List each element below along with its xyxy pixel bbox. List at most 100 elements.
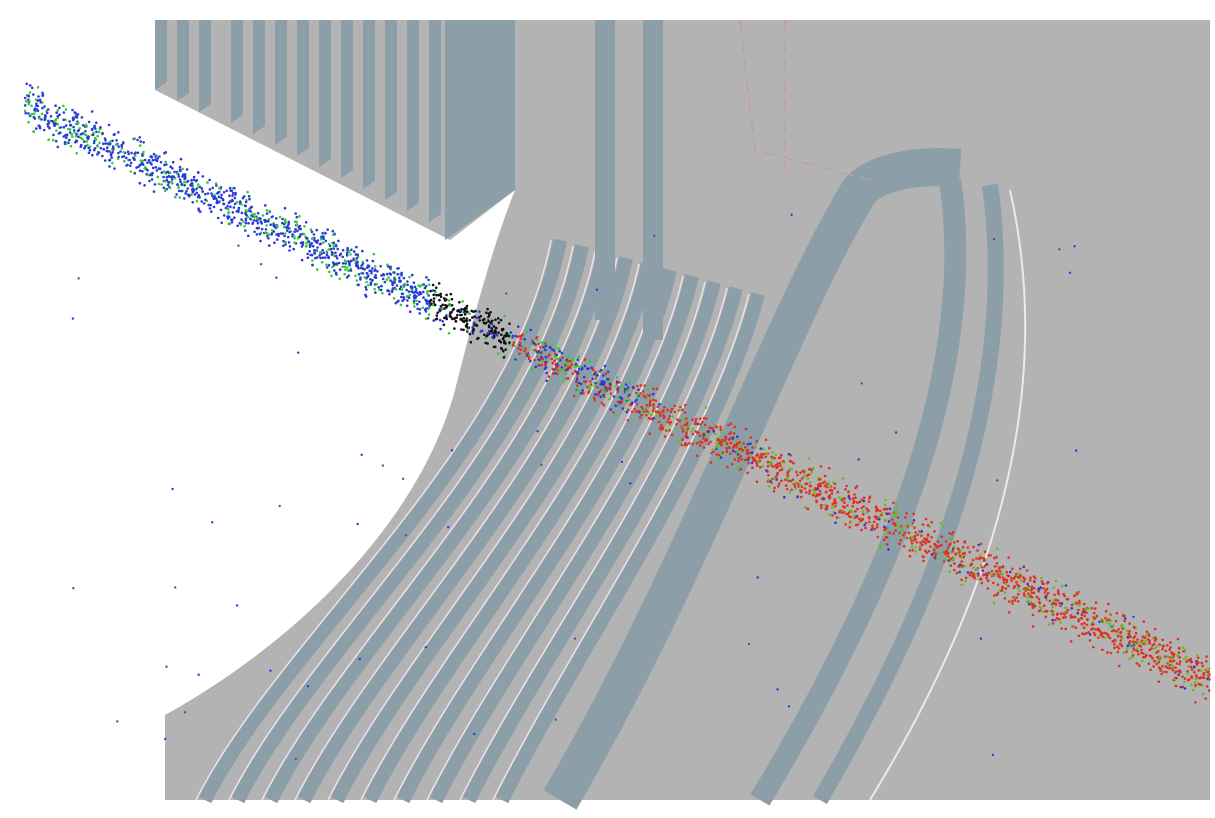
hit [558, 370, 561, 373]
hit [332, 244, 335, 247]
hit [617, 390, 620, 393]
hit [552, 372, 555, 375]
hit [454, 317, 457, 320]
hit [1183, 681, 1186, 684]
hit [227, 208, 230, 211]
hit [949, 537, 952, 540]
stray-hit [174, 586, 176, 588]
hit [913, 519, 916, 522]
hit [1020, 579, 1023, 582]
hit [160, 161, 163, 164]
hit [419, 308, 422, 311]
hit [602, 374, 605, 377]
hit [55, 111, 58, 114]
hit [152, 159, 155, 162]
hit [47, 138, 50, 141]
hit [1117, 651, 1120, 654]
hit [57, 115, 60, 118]
hit [296, 223, 299, 226]
hit [1178, 651, 1181, 654]
hit [879, 545, 882, 548]
hit [576, 378, 579, 381]
hit [143, 184, 146, 187]
hit [40, 118, 43, 121]
hit [824, 485, 827, 488]
hit [1154, 647, 1157, 650]
hit [1008, 611, 1011, 614]
hit [1150, 647, 1153, 650]
hit [627, 386, 630, 389]
hit [887, 548, 890, 551]
hit [134, 151, 137, 154]
hit [396, 284, 399, 287]
hit [695, 418, 698, 421]
hit [853, 501, 856, 504]
hit [1015, 573, 1018, 576]
hit [1045, 599, 1048, 602]
hit [1030, 588, 1033, 591]
hit [1132, 648, 1135, 651]
hit [421, 284, 424, 287]
hit [510, 331, 513, 334]
hit [62, 105, 65, 108]
hit [733, 432, 736, 435]
hit [931, 553, 934, 556]
hit [1083, 622, 1086, 625]
hit [947, 555, 950, 558]
hit [178, 196, 181, 199]
hit [805, 491, 808, 494]
hit [478, 316, 481, 319]
hit [863, 500, 866, 503]
hit [930, 521, 933, 524]
hit [803, 471, 806, 474]
hit [1007, 585, 1010, 588]
hit [586, 386, 589, 389]
hit [502, 350, 505, 353]
hit [408, 276, 411, 279]
hit [575, 390, 578, 393]
hit [642, 413, 645, 416]
hit [985, 577, 988, 580]
hit [1015, 596, 1018, 599]
hit [357, 284, 360, 287]
hit [468, 313, 471, 316]
hit [144, 166, 147, 169]
hit [914, 538, 917, 541]
hit [1195, 678, 1198, 681]
hit [259, 240, 262, 243]
hit [335, 245, 338, 248]
hit [612, 411, 615, 414]
hit [508, 341, 511, 344]
hit [957, 552, 960, 555]
hit [584, 358, 587, 361]
hit [439, 328, 442, 331]
hit [1152, 665, 1155, 668]
hit [39, 99, 42, 102]
hit [408, 290, 411, 293]
hit [727, 424, 730, 427]
hit [1031, 605, 1034, 608]
hit [617, 401, 620, 404]
hit [596, 386, 599, 389]
hit [600, 369, 603, 372]
hit [428, 313, 431, 316]
hit [1058, 602, 1061, 605]
hit [346, 266, 349, 269]
hit [1162, 671, 1165, 674]
hit [911, 524, 914, 527]
hit [1115, 630, 1118, 633]
hit [88, 152, 91, 155]
hit [826, 505, 829, 508]
hit [179, 178, 182, 181]
hit [636, 396, 639, 399]
hit [227, 212, 230, 215]
hit [771, 451, 774, 454]
hit [862, 505, 865, 508]
hit [1172, 666, 1175, 669]
hit [592, 368, 595, 371]
hit [277, 233, 280, 236]
hit [409, 294, 412, 297]
hit [500, 333, 503, 336]
hit [678, 441, 681, 444]
hit [234, 193, 237, 196]
